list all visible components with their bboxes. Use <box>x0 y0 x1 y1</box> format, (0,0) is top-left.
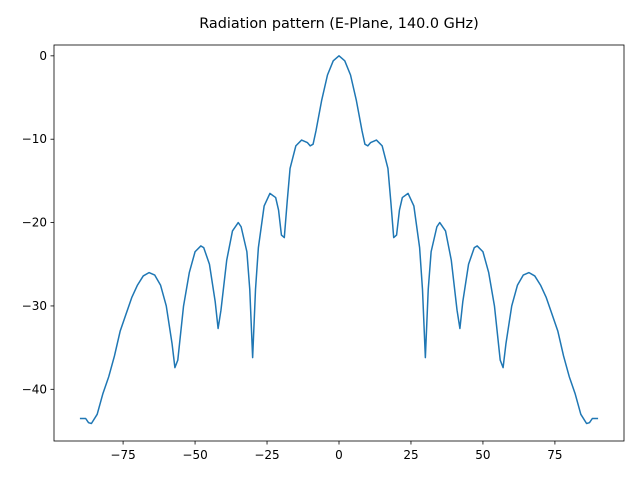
plot-frame <box>53 44 625 442</box>
y-tick-label: 0 <box>39 49 47 63</box>
line-series <box>79 55 599 425</box>
y-tick-label: −40 <box>22 382 47 396</box>
chart-title: Radiation pattern (E-Plane, 140.0 GHz) <box>199 16 478 32</box>
x-tick-label: 75 <box>547 448 562 462</box>
x-tick-label: 50 <box>475 448 490 462</box>
x-tick-label: 0 <box>335 448 343 462</box>
x-tick-label: −25 <box>254 448 279 462</box>
y-tick-label: −30 <box>22 299 47 313</box>
y-tick-label: −10 <box>22 132 47 146</box>
y-tick-label: −20 <box>22 216 47 230</box>
x-tick-label: −50 <box>182 448 207 462</box>
x-tick-label: −75 <box>110 448 135 462</box>
x-tick-label: 25 <box>403 448 418 462</box>
